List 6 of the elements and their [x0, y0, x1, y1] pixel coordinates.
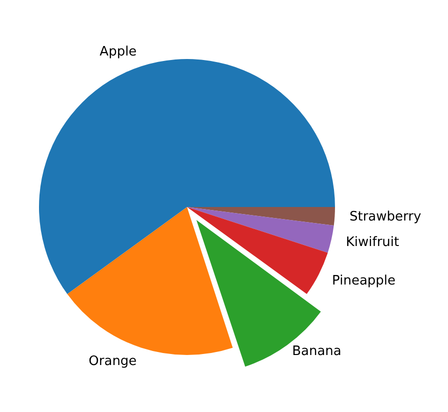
slice-label: Strawberry: [349, 210, 422, 225]
slice-label: Banana: [292, 344, 342, 360]
slice-label: Orange: [88, 354, 137, 370]
slice-label: Apple: [100, 44, 137, 60]
slice-label: Pineapple: [332, 273, 396, 288]
slice-label: Kiwifruit: [346, 234, 400, 250]
